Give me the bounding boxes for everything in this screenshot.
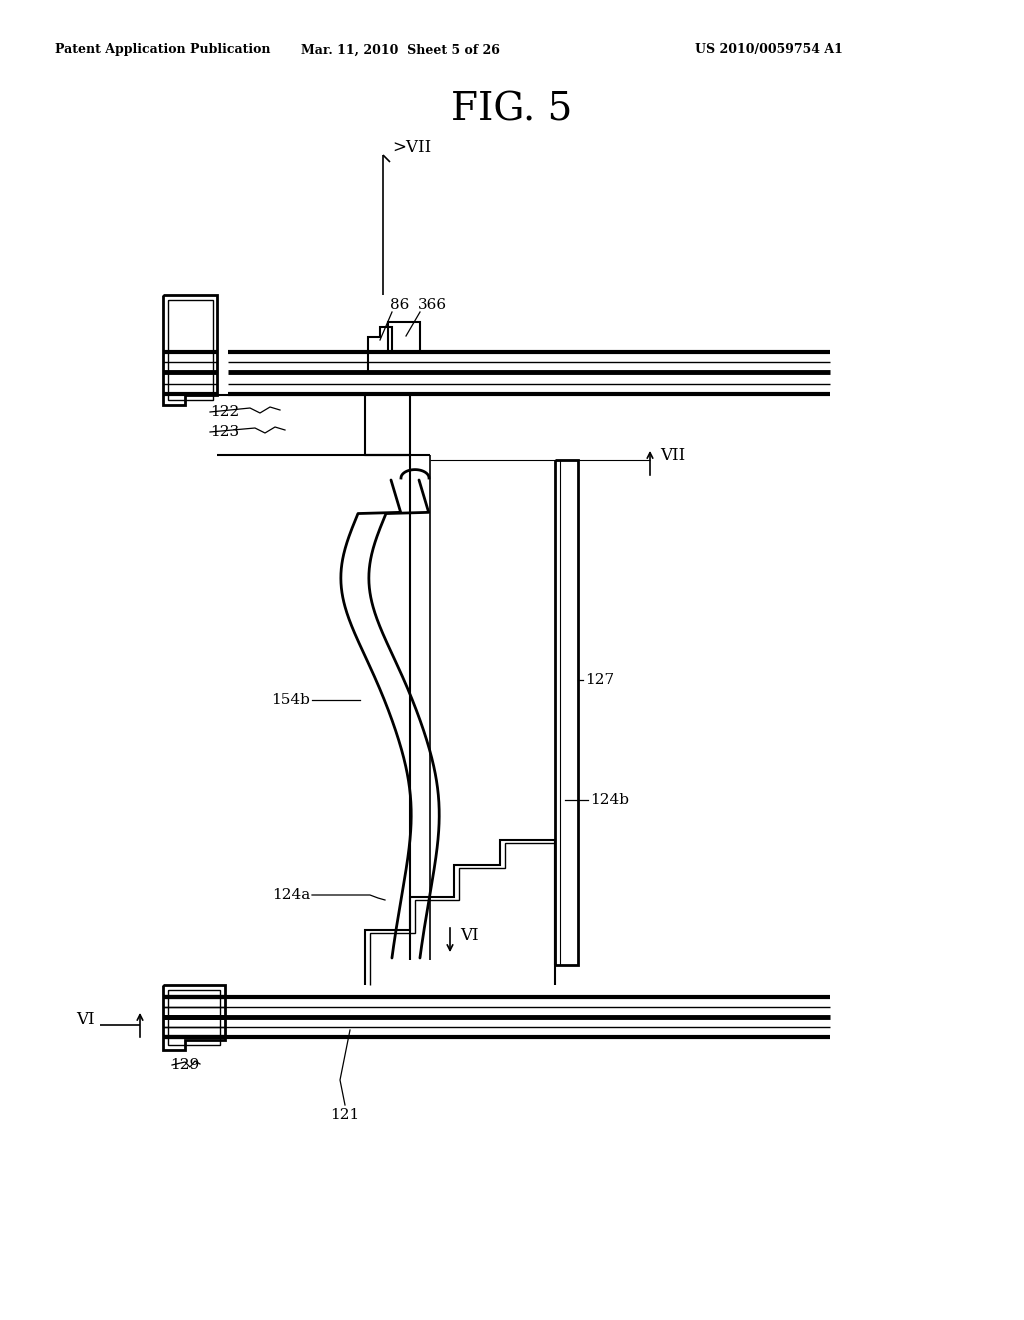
Text: Mar. 11, 2010  Sheet 5 of 26: Mar. 11, 2010 Sheet 5 of 26 — [301, 44, 500, 57]
Text: >VII: >VII — [392, 140, 431, 157]
Text: 122: 122 — [210, 405, 240, 418]
Text: 121: 121 — [331, 1107, 359, 1122]
Text: Patent Application Publication: Patent Application Publication — [55, 44, 270, 57]
Text: 127: 127 — [585, 673, 614, 686]
Text: 154b: 154b — [271, 693, 310, 708]
Text: 124a: 124a — [271, 888, 310, 902]
Text: 129: 129 — [170, 1059, 200, 1072]
Text: 366: 366 — [418, 298, 447, 312]
Text: FIG. 5: FIG. 5 — [452, 91, 572, 128]
Text: 86: 86 — [390, 298, 410, 312]
Text: VI: VI — [460, 927, 478, 944]
Text: VI: VI — [77, 1011, 95, 1028]
Text: US 2010/0059754 A1: US 2010/0059754 A1 — [695, 44, 843, 57]
Text: VII: VII — [660, 446, 685, 463]
Text: 123: 123 — [210, 425, 240, 440]
Text: 124b: 124b — [590, 793, 629, 807]
